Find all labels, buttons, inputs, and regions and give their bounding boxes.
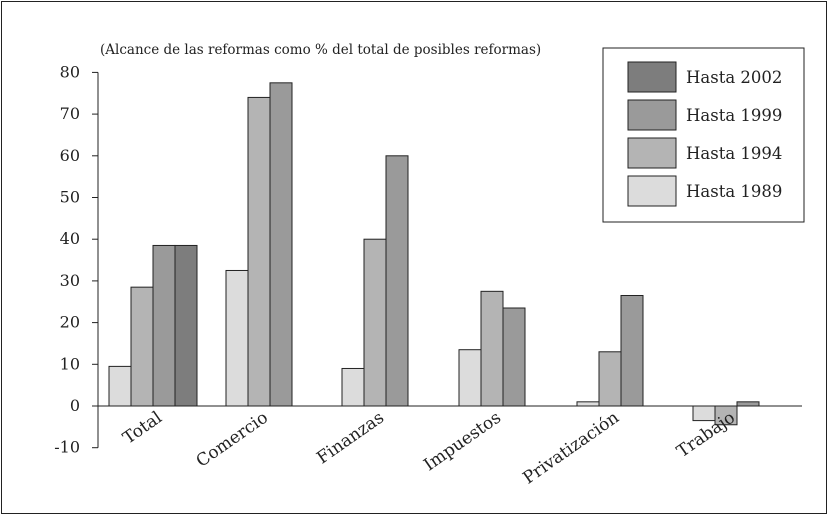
- bar-3-1: [480, 290, 504, 407]
- category-label: Total: [119, 408, 165, 449]
- bar-1-2: [269, 82, 293, 407]
- bar-3-0: [458, 349, 482, 407]
- bar-4-0: [576, 401, 600, 407]
- category-label: Finanzas: [313, 408, 388, 469]
- bar-2-0: [341, 367, 365, 407]
- y-tick-label: 50: [60, 188, 80, 207]
- legend: Hasta 2002 Hasta 1999 Hasta 1994 Hasta 1989: [602, 47, 805, 223]
- legend-label: Hasta 1989: [686, 182, 782, 201]
- bar-0-1: [130, 286, 154, 407]
- bar-4-1: [598, 351, 622, 407]
- bar-5-2: [736, 401, 760, 407]
- bar-0-0: [108, 365, 132, 407]
- bar-2-1: [363, 238, 387, 407]
- y-tick-label: 80: [60, 62, 80, 81]
- chart-subtitle: (Alcance de las reformas como % del tota…: [100, 42, 541, 58]
- y-tick-label: 70: [60, 104, 80, 123]
- bar-3-2: [502, 307, 526, 407]
- category-label: Comercio: [193, 408, 272, 472]
- y-tick-label: 30: [60, 271, 80, 290]
- y-tick-label: 10: [60, 354, 80, 373]
- y-tick-label: 40: [60, 229, 80, 248]
- y-tick-label: 60: [60, 146, 80, 165]
- category-labels: Total Comercio Finanzas Impuestos Privatizac…: [119, 408, 738, 489]
- y-tick-label: 0: [70, 396, 80, 415]
- legend-swatch: [627, 175, 677, 207]
- y-axis: 80 70 60 50 40 30 20 10 0 -10: [54, 62, 99, 457]
- bar-0-3: [174, 244, 198, 407]
- legend-label: Hasta 2002: [686, 68, 782, 87]
- category-label: Privatización: [519, 408, 622, 489]
- bars: [108, 82, 760, 426]
- bar-1-0: [225, 269, 249, 407]
- bar-5-1: [714, 405, 738, 426]
- legend-swatch: [627, 99, 677, 131]
- legend-swatch: [627, 137, 677, 169]
- category-label: Impuestos: [420, 408, 505, 476]
- bar-1-1: [247, 96, 271, 407]
- legend-label: Hasta 1999: [686, 106, 782, 125]
- legend-label: Hasta 1994: [686, 144, 782, 163]
- y-tick-label: -10: [54, 438, 80, 457]
- legend-swatch: [627, 61, 677, 93]
- y-tick-label: 20: [60, 313, 80, 332]
- bar-0-2: [152, 244, 176, 407]
- bar-4-2: [620, 294, 644, 407]
- bar-2-2: [385, 155, 409, 407]
